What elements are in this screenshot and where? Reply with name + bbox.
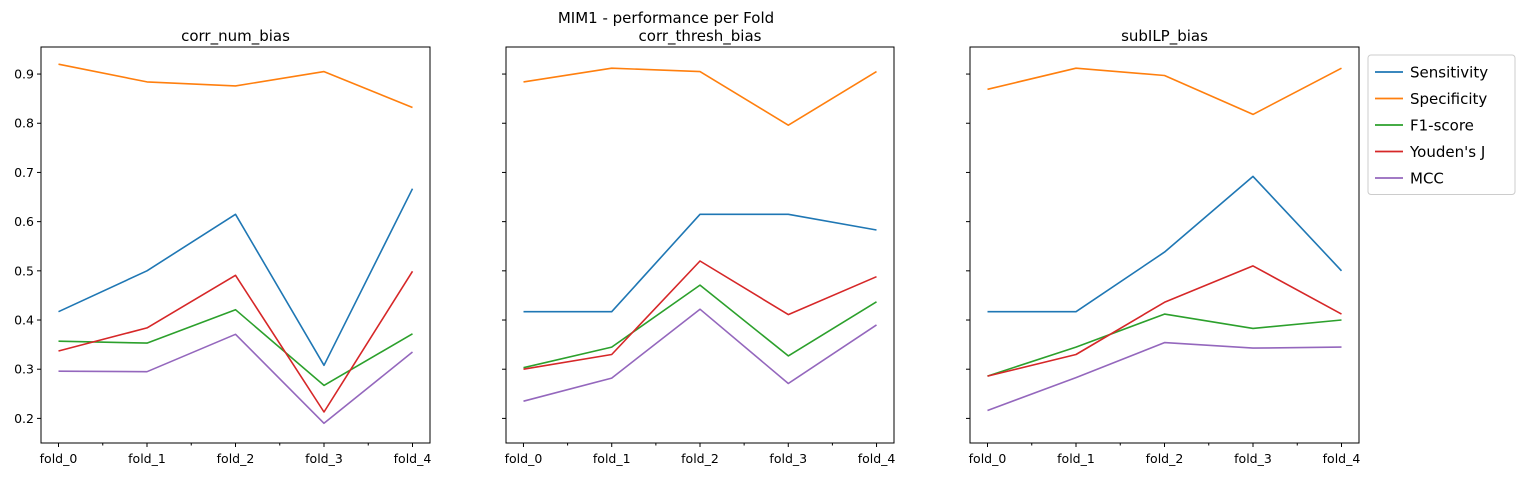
panel-corr_num_bias: corr_num_bias 0.2 0.3 0.4 0.5 0.6 0.7 0.8 0.9 fol…: [14, 27, 431, 466]
series-line-f1-score: [58, 308, 413, 387]
y-tick-label: 0.5: [14, 263, 34, 278]
panel-subILP_bias: subILP_bias fold_0 fold_1 fold_2 fold_3 fold_…: [966, 27, 1360, 466]
legend-label: MCC: [1410, 170, 1444, 188]
axes-frame: [40, 46, 431, 444]
panel-title: subILP_bias: [1121, 27, 1208, 46]
x-tick-label: fold_2: [1146, 451, 1184, 466]
series-line-sensitivity: [987, 175, 1343, 313]
x-tick-label: fold_1: [593, 451, 631, 466]
series-line-youden-s-j: [987, 265, 1342, 377]
y-tick-label: 0.9: [14, 67, 34, 82]
axes-frame: [969, 46, 1360, 444]
panel-title: corr_num_bias: [181, 27, 290, 46]
legend-label: Specificity: [1410, 90, 1487, 108]
panel-corr_thresh_bias: corr_thresh_bias fold_0 fold_1 fold_2 fold_3…: [502, 27, 895, 466]
x-tick-label: fold_4: [394, 451, 432, 466]
y-tick-label: 0.8: [14, 116, 34, 131]
series-line-sensitivity: [523, 213, 877, 313]
legend-label: Youden's J: [1409, 143, 1485, 161]
y-tick-label: 0.2: [14, 411, 34, 426]
x-tick-label: fold_3: [769, 451, 807, 466]
y-tick-label: 0.3: [14, 362, 34, 377]
series-line-youden-s-j: [58, 270, 414, 413]
x-tick-label: fold_1: [128, 451, 166, 466]
panel-title: corr_thresh_bias: [639, 27, 762, 46]
series-line-specificity: [987, 67, 1342, 116]
series-line-mcc: [523, 308, 877, 402]
axes-frame: [505, 46, 895, 444]
series-line-youden-s-j: [523, 260, 877, 370]
legend-label: Sensitivity: [1410, 64, 1488, 82]
x-tick-label: fold_4: [858, 451, 896, 466]
series-line-specificity: [58, 63, 413, 109]
chart-suptitle: MIM1 - performance per Fold: [558, 9, 774, 27]
x-tick-label: fold_2: [681, 451, 719, 466]
series-line-sensitivity: [58, 188, 414, 367]
x-tick-label: fold_4: [1323, 451, 1361, 466]
legend: Sensitivity Specificity F1-score Youden's J…: [1367, 54, 1516, 195]
series-line-mcc: [58, 333, 414, 425]
series-line-mcc: [987, 341, 1342, 412]
series-line-f1-score: [523, 284, 877, 369]
x-tick-label: fold_0: [40, 451, 78, 466]
y-tick-label: 0.6: [14, 214, 34, 229]
x-tick-label: fold_3: [1234, 451, 1272, 466]
series-line-specificity: [523, 67, 877, 126]
x-tick-label: fold_2: [217, 451, 255, 466]
x-tick-label: fold_3: [305, 451, 343, 466]
legend-box: [1367, 54, 1516, 195]
x-tick-label: fold_1: [1057, 451, 1095, 466]
legend-label: F1-score: [1410, 117, 1474, 135]
x-tick-label: fold_0: [505, 451, 543, 466]
y-tick-label: 0.4: [14, 313, 34, 328]
y-tick-label: 0.7: [14, 165, 34, 180]
x-tick-label: fold_0: [969, 451, 1007, 466]
series-line-f1-score: [987, 313, 1342, 377]
